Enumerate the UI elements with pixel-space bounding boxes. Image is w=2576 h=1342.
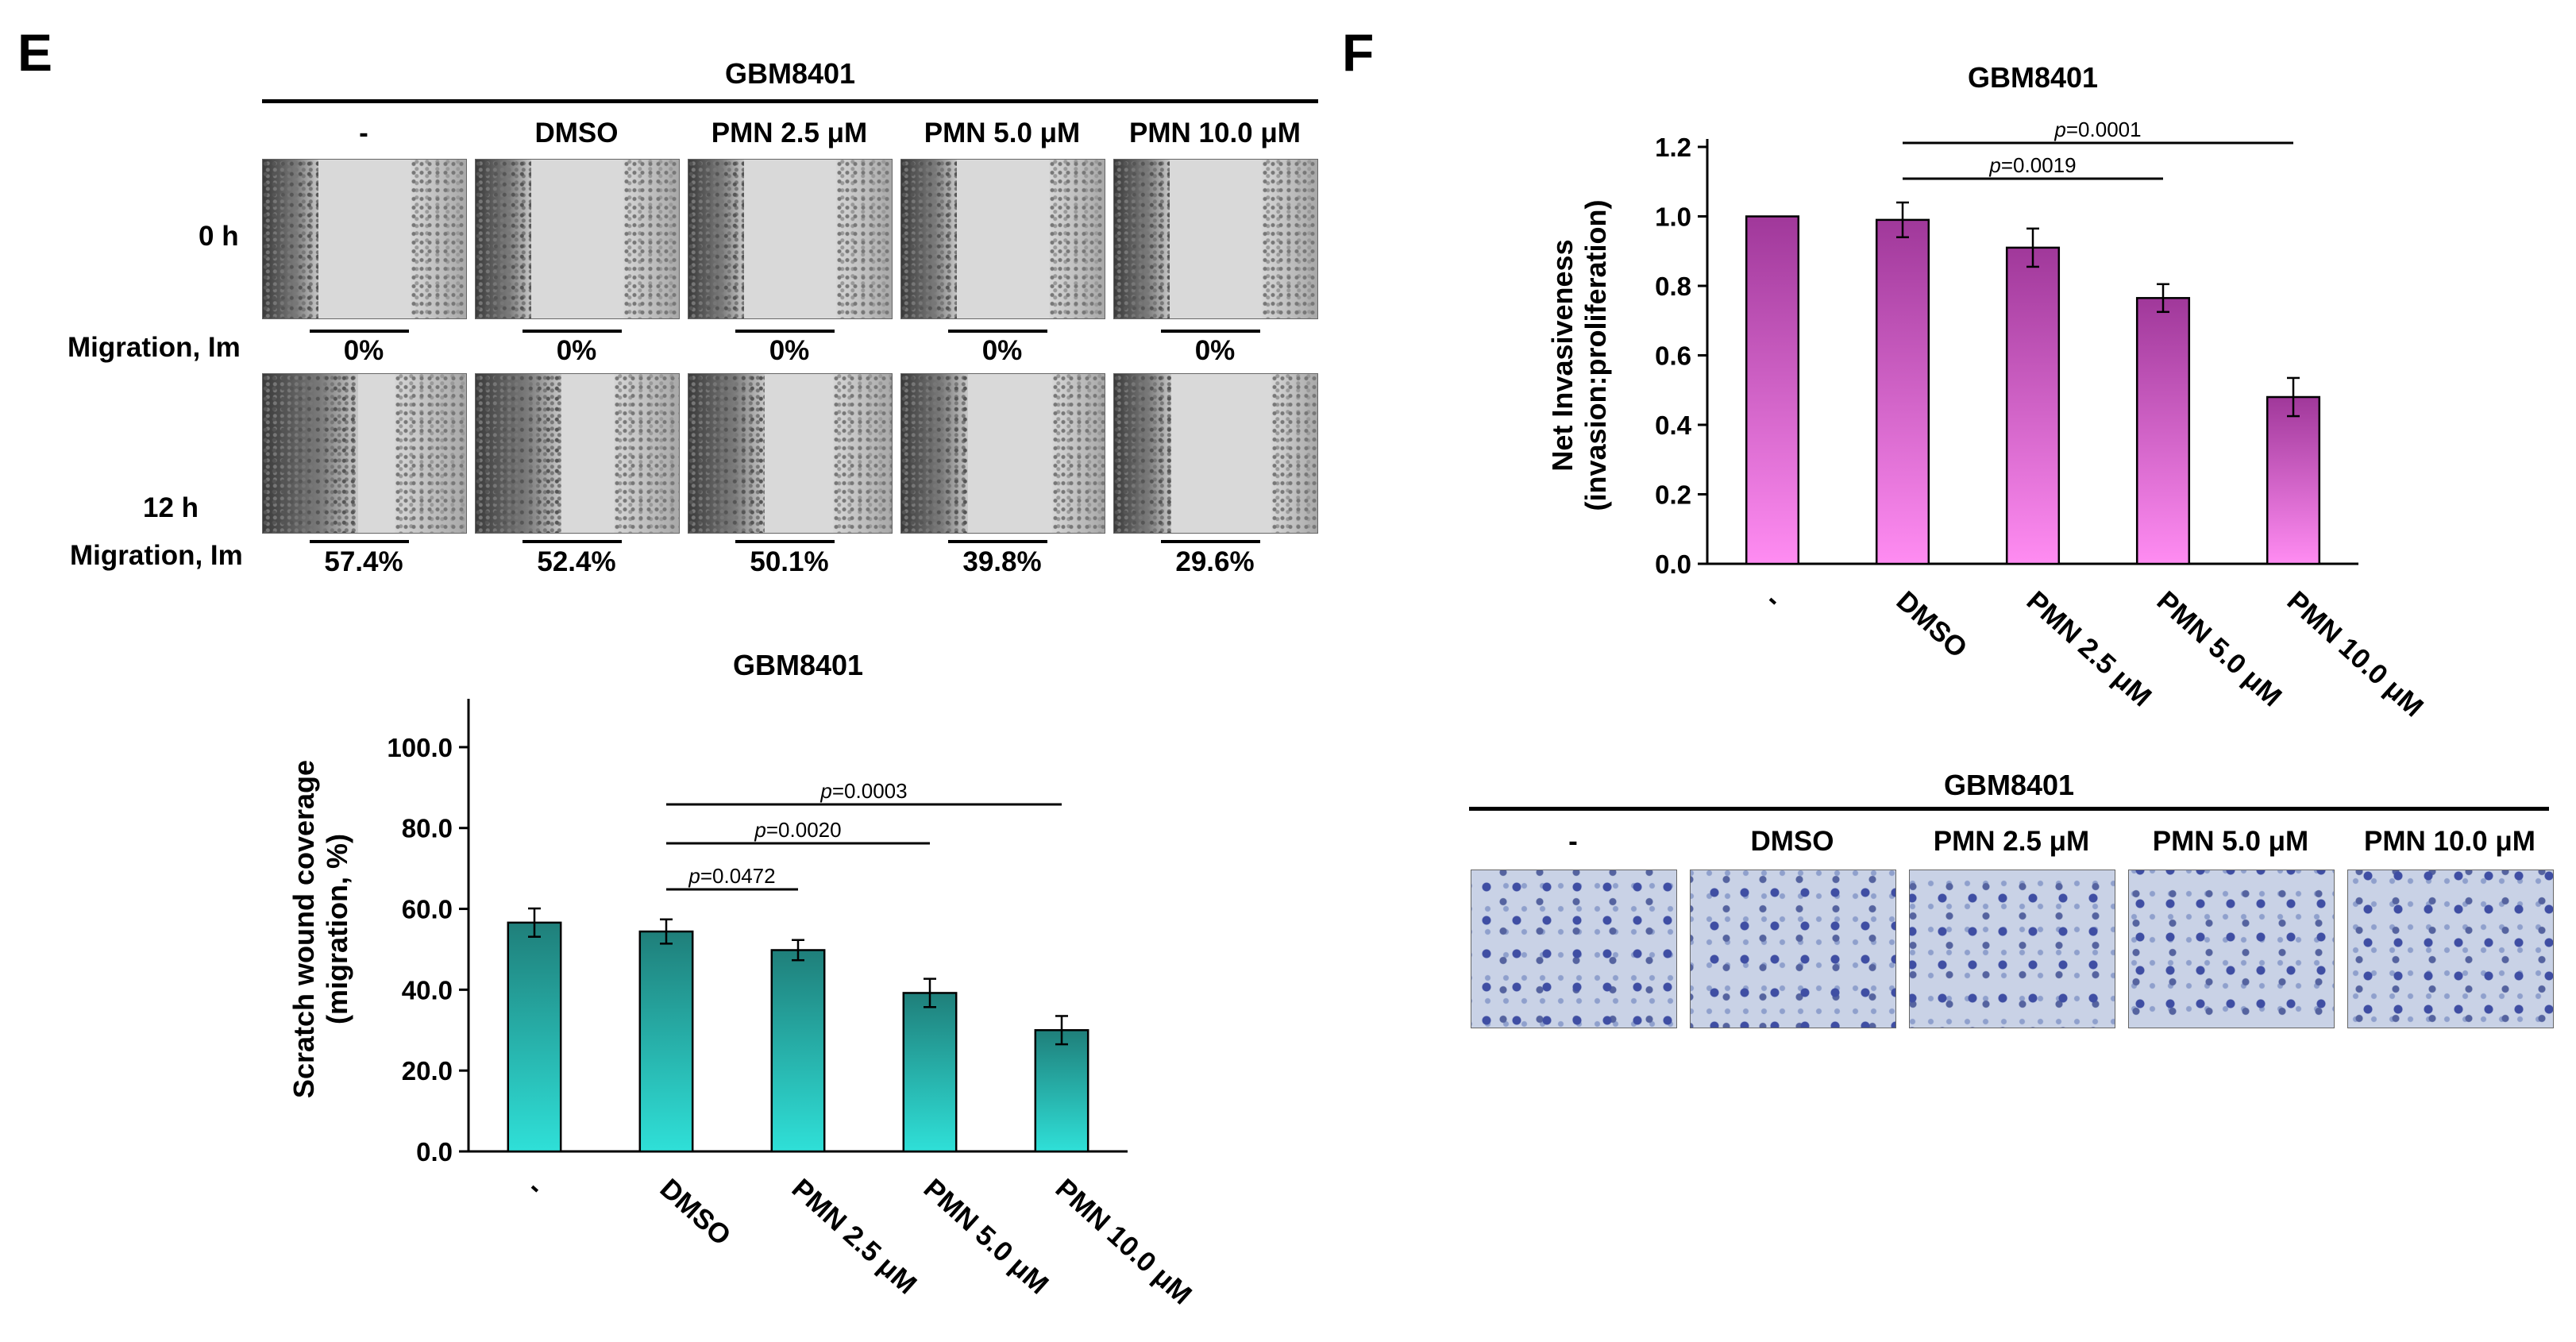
transwell-title: GBM8401: [1943, 769, 2075, 801]
migration-0h-value: 0%: [1194, 335, 1236, 366]
y-tick-label: 0.8: [1655, 272, 1691, 301]
transwell-rule: [1469, 807, 2549, 811]
migration-12h-value: 50.1%: [750, 546, 829, 577]
transwell-condition-label: DMSO: [1750, 826, 1834, 857]
x-tick-label: PMN 5.0 μM: [2151, 585, 2288, 712]
chart-title: GBM8401: [733, 649, 863, 681]
row-label-0h: 0 h: [199, 221, 239, 252]
bar: [507, 921, 562, 1153]
scratch-image-12h: [475, 373, 680, 534]
x-tick-label: PMN 5.0 μM: [918, 1173, 1055, 1300]
y-tick-label: 0.4: [1655, 411, 1692, 440]
y-tick-label: 60.0: [402, 895, 453, 924]
bar: [2266, 395, 2321, 565]
y-tick-label: 80.0: [402, 814, 453, 843]
wound-width-bar: [948, 540, 1047, 543]
wound-width-bar: [948, 330, 1047, 333]
transwell-image: [2128, 870, 2335, 1028]
migration-bar-chart: GBM8401 0.0 20.0 40.0 60.0 80.0 100.0 Scratch w…: [287, 649, 1198, 1310]
y-tick-label: 1.2: [1655, 133, 1691, 162]
y-tick-label: 40.0: [402, 975, 453, 1005]
bar: [2005, 246, 2061, 565]
bar: [902, 992, 958, 1153]
scratch-condition-label: PMN 5.0 μM: [924, 118, 1081, 148]
p-value-label: p=0.0019: [1988, 153, 2076, 177]
x-tick-label: PMN 2.5 μM: [2021, 585, 2158, 712]
bar: [1875, 218, 1930, 565]
y-tick-label: 0.0: [416, 1137, 453, 1167]
scratch-condition-label: PMN 10.0 μM: [1129, 118, 1301, 148]
migration-label-12h: Migration, Im: [70, 540, 243, 571]
scratch-assay-title: GBM8401: [724, 57, 856, 90]
scratch-condition-label: PMN 2.5 μM: [711, 118, 868, 148]
bar: [770, 949, 826, 1153]
chart-title: GBM8401: [1968, 61, 2098, 94]
bar: [2135, 297, 2191, 565]
transwell-condition-label: -: [1568, 826, 1578, 857]
bar: [638, 930, 694, 1153]
transwell-condition-label: PMN 2.5 μM: [1933, 826, 2090, 857]
y-tick-label: 100.0: [387, 733, 453, 762]
wound-width-bar: [735, 540, 835, 543]
wound-width-bar: [523, 330, 622, 333]
transwell-condition-label: PMN 5.0 μM: [2152, 826, 2309, 857]
wound-width-bar: [1161, 330, 1260, 333]
x-tick-label: DMSO: [1891, 585, 1973, 664]
y-axis-label: Net Invasiveness(invasion:proliferation): [1546, 199, 1612, 511]
scratch-image-12h: [688, 373, 893, 534]
x-tick-label: -: [1760, 585, 1788, 615]
x-tick-label: DMSO: [654, 1173, 737, 1251]
y-tick-label: 0.6: [1655, 341, 1691, 371]
wound-width-bar: [523, 540, 622, 543]
scratch-image-0h: [1113, 159, 1318, 319]
transwell-image: [2347, 870, 2554, 1028]
scratch-image-0h: [688, 159, 893, 319]
scratch-image-0h: [475, 159, 680, 319]
migration-12h-value: 29.6%: [1175, 546, 1255, 577]
wound-width-bar: [310, 540, 409, 543]
migration-0h-value: 0%: [556, 335, 597, 366]
p-value-label: p=0.0472: [688, 864, 775, 888]
y-tick-label: 0.2: [1655, 480, 1691, 510]
bar: [1745, 215, 1800, 565]
migration-label-0h: Migration, Im: [67, 332, 241, 363]
y-tick-label: 1.0: [1655, 202, 1691, 232]
y-tick-label: 20.0: [402, 1056, 453, 1086]
migration-12h-value: 57.4%: [324, 546, 403, 577]
migration-0h-value: 0%: [343, 335, 384, 366]
scratch-image-12h: [1113, 373, 1318, 534]
migration-0h-value: 0%: [981, 335, 1023, 366]
transwell-image: [1471, 870, 1677, 1028]
x-tick-label: PMN 10.0 μM: [2281, 585, 2430, 723]
scratch-image-12h: [900, 373, 1105, 534]
bar: [1034, 1029, 1089, 1153]
scratch-assay-rule: [262, 99, 1318, 103]
y-tick-label: 0.0: [1655, 550, 1691, 579]
transwell-image: [1909, 870, 2115, 1028]
migration-12h-value: 39.8%: [962, 546, 1042, 577]
wound-width-bar: [735, 330, 835, 333]
p-value-label: p=0.0020: [754, 818, 841, 842]
p-value-label: p=0.0001: [2053, 118, 2141, 141]
invasiveness-bar-chart: GBM8401 0.0 0.2 0.4 0.6 0.8 1.0 1.2 Net Invasive…: [1546, 61, 2430, 723]
row-label-12h: 12 h: [143, 492, 199, 523]
scratch-image-0h: [900, 159, 1105, 319]
transwell-image: [1690, 870, 1896, 1028]
wound-width-bar: [1161, 540, 1260, 543]
y-axis-label: Scratch wound coverage(migration, %): [287, 760, 353, 1098]
migration-12h-value: 52.4%: [537, 546, 616, 577]
panel-letter-e: E: [17, 23, 53, 82]
scratch-image-12h: [262, 373, 467, 534]
x-tick-label: PMN 10.0 μM: [1050, 1173, 1198, 1310]
p-value-label: p=0.0003: [819, 779, 907, 803]
panel-letter-f: F: [1342, 23, 1375, 82]
scratch-condition-label: DMSO: [534, 118, 619, 148]
x-tick-label: -: [523, 1173, 550, 1202]
wound-width-bar: [310, 330, 409, 333]
scratch-condition-label: -: [359, 118, 368, 148]
x-tick-label: PMN 2.5 μM: [786, 1173, 923, 1300]
transwell-condition-label: PMN 10.0 μM: [2364, 826, 2536, 857]
migration-0h-value: 0%: [769, 335, 810, 366]
scratch-image-0h: [262, 159, 467, 319]
